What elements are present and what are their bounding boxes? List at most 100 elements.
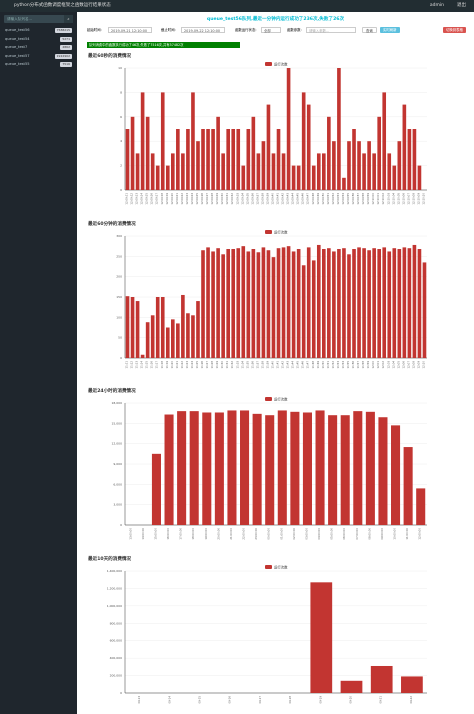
y-tick-label: 150	[116, 295, 122, 299]
queue-item[interactable]: queue_test7 4862	[0, 43, 77, 52]
bar	[286, 246, 291, 358]
queue-name: queue_test7	[5, 45, 28, 49]
x-tick-label: 12:09:53	[336, 193, 340, 205]
input[interactable]: 2019-09-21 12:10:00	[108, 27, 152, 33]
label: 函数参数:	[287, 28, 302, 32]
bar	[151, 453, 161, 525]
y-tick-label: 6	[120, 115, 122, 119]
x-tick-label: 11:41	[276, 361, 280, 369]
bar	[378, 417, 388, 525]
bar	[252, 413, 262, 525]
x-tick-label: 15:00:00	[153, 528, 157, 540]
queue-item[interactable]: queue_test54 5271	[0, 35, 77, 44]
y-tick-label: 1,000,000	[107, 604, 122, 608]
x-tick-label: 12:10:07	[406, 193, 410, 205]
bar	[261, 141, 266, 190]
bar	[276, 248, 281, 358]
bar	[241, 246, 246, 358]
x-tick-label: 11:45	[296, 361, 300, 369]
search-icon[interactable]: ⌕	[64, 15, 73, 23]
queue-item[interactable]: queue_test56 7588215	[0, 26, 77, 35]
bar	[202, 412, 212, 525]
bar	[327, 248, 331, 358]
bar	[191, 92, 195, 190]
x-tick-label: 12:10:03	[386, 193, 390, 205]
x-tick-label: 12:09:52	[331, 193, 335, 205]
queue-count: 7588215	[54, 28, 72, 33]
bar	[306, 104, 311, 190]
queue-item[interactable]: queue_test55 7516	[0, 60, 77, 69]
x-tick-label: 11:28	[210, 361, 214, 369]
bar	[397, 249, 402, 358]
x-tick-label: 11:59	[366, 361, 370, 369]
select[interactable]: 全部	[261, 27, 281, 33]
x-tick-label: 12:09:33	[235, 193, 239, 205]
x-tick-label: 11:57	[356, 361, 360, 369]
x-tick-label: 12:09:45	[296, 193, 300, 205]
bar	[296, 165, 301, 190]
input[interactable]: 请输入参数...	[306, 27, 356, 33]
legend-label: 运行次数	[274, 396, 288, 401]
bar	[301, 92, 306, 190]
legend-swatch	[265, 565, 272, 569]
switch-button[interactable]: 切换到表格	[443, 27, 466, 33]
x-tick-label: 12:09:17	[155, 193, 159, 205]
bar	[328, 415, 338, 525]
y-tick-label: 200,000	[110, 674, 122, 678]
bar	[226, 249, 230, 358]
queue-item[interactable]: queue_test57 1922902	[0, 52, 77, 61]
bar	[201, 129, 205, 190]
x-tick-label: 11:31	[225, 361, 229, 369]
x-tick-label: 12:09:28	[210, 193, 214, 205]
x-tick-label: 12:09:34	[240, 193, 244, 205]
x-tick-label: 09-18	[288, 696, 292, 704]
bar	[246, 251, 251, 358]
queue-count: 7516	[60, 62, 72, 67]
sidebar: 请输入队列名... ⌕ queue_test56 7588215 queue_test…	[0, 12, 77, 714]
bar	[372, 248, 376, 358]
x-tick-label: 11:25	[195, 361, 199, 369]
y-tick-label: 400,000	[110, 656, 122, 660]
bar	[191, 315, 195, 358]
y-tick-label: 18,000	[112, 401, 123, 405]
bar	[165, 327, 170, 358]
x-tick-label: 12:09:27	[205, 193, 209, 205]
y-tick-label: 1,200,000	[107, 586, 122, 590]
bar	[311, 165, 316, 190]
x-tick-label: 04:00:00	[317, 528, 321, 540]
x-tick-label: 12:09:21	[175, 193, 179, 205]
refresh-button[interactable]: 实时刷新	[380, 27, 400, 33]
bar	[266, 104, 271, 190]
query-button[interactable]: 查询	[362, 27, 377, 33]
x-tick-label: 11:54	[341, 361, 345, 369]
x-tick-label: 11:00:00	[405, 528, 409, 540]
input[interactable]: 2019-09-22 12:10:00	[181, 27, 225, 33]
x-tick-label: 17:00:00	[179, 528, 183, 540]
x-tick-label: 09-17	[258, 696, 262, 704]
x-tick-label: 12:09:43	[286, 193, 290, 205]
bar	[189, 411, 199, 525]
bar	[402, 104, 407, 190]
x-tick-label: 12:09:46	[301, 193, 305, 205]
bar	[241, 165, 246, 190]
bar	[196, 301, 200, 358]
x-tick-label: 11:47	[306, 361, 310, 369]
bar	[337, 68, 341, 190]
search[interactable]: 请输入队列名... ⌕	[4, 15, 73, 23]
bar	[227, 410, 237, 525]
x-tick-label: 10:00:00	[393, 528, 397, 540]
x-tick-label: 11:51	[326, 361, 330, 369]
x-tick-label: 01:00:00	[279, 528, 283, 540]
y-tick-label: 600,000	[110, 639, 122, 643]
y-tick-label: 15,000	[112, 421, 123, 425]
bar	[281, 153, 286, 190]
logout[interactable]: 退出	[457, 3, 466, 8]
bar	[316, 244, 321, 358]
queue-count: 4862	[60, 45, 72, 50]
bar	[357, 141, 361, 190]
user[interactable]: admin	[429, 3, 444, 8]
x-tick-label: 09-15	[198, 696, 202, 704]
bar	[422, 262, 427, 358]
bar	[367, 250, 371, 358]
x-tick-label: 23:00:00	[254, 528, 258, 540]
